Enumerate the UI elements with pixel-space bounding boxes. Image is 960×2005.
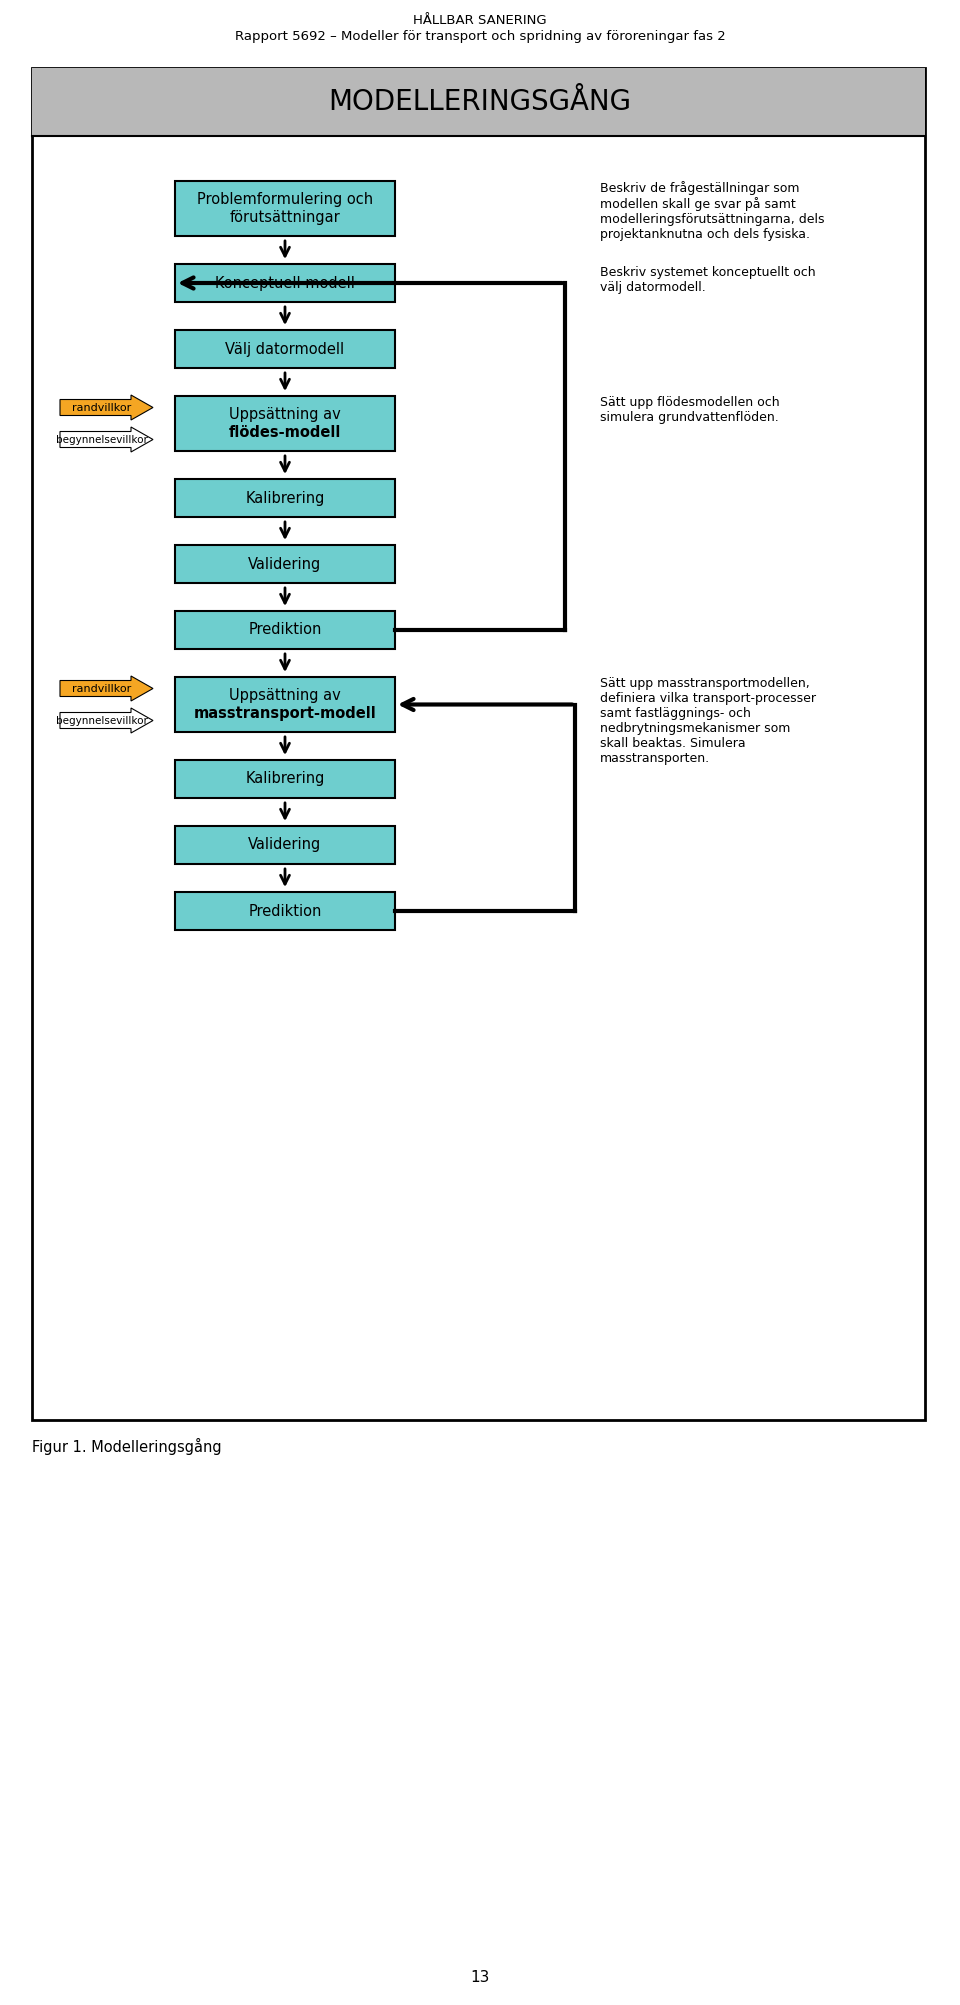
Bar [175, 479, 395, 517]
FancyArrow shape [60, 427, 153, 451]
Text: HÅLLBAR SANERING: HÅLLBAR SANERING [413, 14, 547, 26]
Text: Kalibrering: Kalibrering [246, 491, 324, 505]
Text: Kalibrering: Kalibrering [246, 772, 324, 786]
Bar [175, 892, 395, 930]
Bar [32, 68, 925, 136]
Text: flödes-modell: flödes-modell [228, 425, 341, 439]
Text: Rapport 5692 – Modeller för transport och spridning av föroreningar fas 2: Rapport 5692 – Modeller för transport oc… [234, 30, 726, 42]
Text: MODELLERINGSGÅNG: MODELLERINGSGÅNG [328, 88, 632, 116]
Text: masstransport-modell: masstransport-modell [194, 706, 376, 722]
Bar [175, 265, 395, 303]
Text: begynnelsevillkor: begynnelsevillkor [56, 435, 148, 445]
Bar [175, 678, 395, 732]
Text: Prediktion: Prediktion [249, 622, 322, 638]
Text: Validering: Validering [249, 838, 322, 852]
Text: Sätt upp masstransportmodellen,
definiera vilka transport-processer
samt fastläg: Sätt upp masstransportmodellen, definier… [600, 678, 816, 766]
FancyArrow shape [60, 708, 153, 734]
Bar [175, 397, 395, 451]
Text: Figur 1. Modelleringsgång: Figur 1. Modelleringsgång [32, 1438, 222, 1456]
FancyArrow shape [60, 676, 153, 702]
Bar [175, 180, 395, 237]
Text: randvillkor: randvillkor [72, 684, 132, 694]
Text: Konceptuell modell: Konceptuell modell [215, 275, 355, 291]
Text: Problemformulering och
förutsättningar: Problemformulering och förutsättningar [197, 192, 373, 225]
Text: Välj datormodell: Välj datormodell [226, 341, 345, 357]
Text: randvillkor: randvillkor [72, 403, 132, 413]
FancyArrow shape [60, 395, 153, 419]
Bar [175, 826, 395, 864]
Bar [32, 68, 925, 1420]
Bar [175, 612, 395, 650]
Text: begynnelsevillkor: begynnelsevillkor [56, 716, 148, 726]
Text: Prediktion: Prediktion [249, 904, 322, 918]
Text: Beskriv systemet konceptuellt och
välj datormodell.: Beskriv systemet konceptuellt och välj d… [600, 267, 816, 295]
Text: Beskriv de frågeställningar som
modellen skall ge svar på samt
modelleringsförut: Beskriv de frågeställningar som modellen… [600, 180, 825, 241]
Text: Sätt upp flödesmodellen och
simulera grundvattenflöden.: Sätt upp flödesmodellen och simulera gru… [600, 397, 780, 423]
Bar [175, 760, 395, 798]
Text: Validering: Validering [249, 557, 322, 571]
Text: 13: 13 [470, 1971, 490, 1985]
Text: Uppsättning av: Uppsättning av [229, 688, 341, 704]
Bar [175, 331, 395, 369]
Text: Uppsättning av: Uppsättning av [229, 407, 341, 421]
Bar [175, 545, 395, 583]
